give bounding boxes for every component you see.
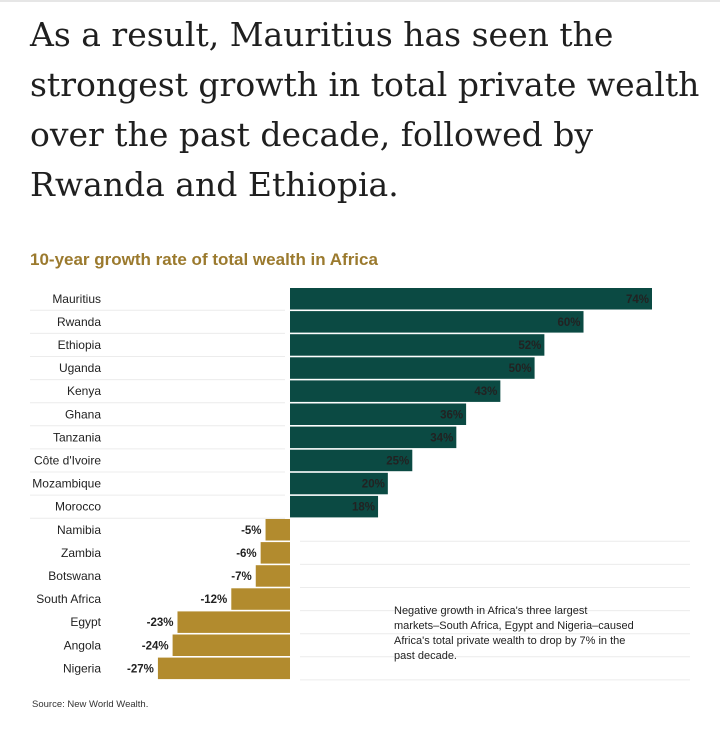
- category-labels: Mauritius Rwanda Ethiopia Uganda Kenya Ghana T…: [32, 292, 101, 676]
- category-label-ghana: Ghana: [65, 407, 101, 421]
- data-label-namibia: -5%: [241, 525, 261, 537]
- bar-ghana: [290, 403, 467, 425]
- data-label-uganda: 50%: [509, 363, 532, 375]
- category-label-nigeria: Nigeria: [63, 661, 101, 675]
- category-label-morocco: Morocco: [55, 500, 101, 514]
- top-divider: [0, 0, 720, 2]
- category-label-angola: Angola: [64, 638, 102, 652]
- category-label-cote-d-ivoire: Côte d'Ivoire: [34, 453, 101, 467]
- category-label-mauritius: Mauritius: [52, 292, 101, 306]
- chart-title: 10-year growth rate of total wealth in A…: [30, 250, 378, 269]
- data-label-mozambique: 20%: [362, 479, 385, 491]
- data-label-rwanda: 60%: [557, 317, 580, 329]
- data-label-ghana: 36%: [440, 409, 463, 421]
- category-label-mozambique: Mozambique: [32, 477, 101, 491]
- chart-annotation: Negative growth in Africa's three larges…: [394, 605, 634, 662]
- data-label-zambia: -6%: [236, 548, 256, 560]
- category-label-south-africa: South Africa: [36, 592, 101, 606]
- bar-uganda: [290, 357, 535, 379]
- data-label-kenya: 43%: [474, 386, 497, 398]
- bar-ethiopia: [290, 334, 545, 356]
- bar-egypt: [177, 611, 290, 633]
- bars-group: [157, 288, 652, 680]
- bar-cote-d-ivoire: [290, 449, 413, 472]
- bar-kenya: [290, 380, 501, 402]
- data-label-ethiopia: 52%: [518, 340, 541, 352]
- data-label-botswana: -7%: [231, 571, 251, 583]
- bar-zambia: [260, 542, 290, 564]
- bar-rwanda: [290, 311, 584, 333]
- bar-south-africa: [231, 588, 290, 610]
- bar-angola: [172, 634, 290, 656]
- data-label-mauritius: 74%: [626, 294, 649, 306]
- category-label-zambia: Zambia: [61, 546, 101, 560]
- data-label-nigeria: -27%: [127, 663, 154, 675]
- category-label-namibia: Namibia: [57, 523, 101, 537]
- data-label-angola: -24%: [142, 640, 169, 652]
- data-label-egypt: -23%: [147, 617, 174, 629]
- data-label-cote-d-ivoire: 25%: [386, 455, 409, 467]
- category-label-botswana: Botswana: [48, 569, 101, 583]
- bar-tanzania: [290, 426, 457, 449]
- data-label-morocco: 18%: [352, 502, 375, 514]
- category-label-egypt: Egypt: [70, 615, 101, 629]
- category-label-rwanda: Rwanda: [57, 315, 101, 329]
- category-label-uganda: Uganda: [59, 361, 101, 375]
- data-label-tanzania: 34%: [430, 432, 453, 444]
- data-label-south-africa: -12%: [200, 594, 227, 606]
- source-note: Source: New World Wealth.: [32, 699, 149, 710]
- category-label-ethiopia: Ethiopia: [58, 338, 102, 352]
- bar-morocco: [290, 495, 379, 518]
- bar-nigeria: [157, 657, 290, 680]
- category-label-kenya: Kenya: [67, 384, 101, 398]
- bar-mozambique: [290, 472, 388, 495]
- category-label-tanzania: Tanzania: [53, 430, 101, 444]
- growth-bar-chart: Mauritius Rwanda Ethiopia Uganda Kenya Ghana T…: [30, 288, 690, 681]
- data-labels: 74%60%52%50%43%36%34%25%20%18%-5%-6%-7%-…: [127, 294, 649, 676]
- bar-namibia: [265, 519, 290, 541]
- row-gridlines: [30, 309, 690, 681]
- intro-paragraph: As a result, Mauritius has seen the stro…: [30, 15, 700, 204]
- bar-mauritius: [290, 288, 652, 310]
- bar-botswana: [255, 565, 290, 587]
